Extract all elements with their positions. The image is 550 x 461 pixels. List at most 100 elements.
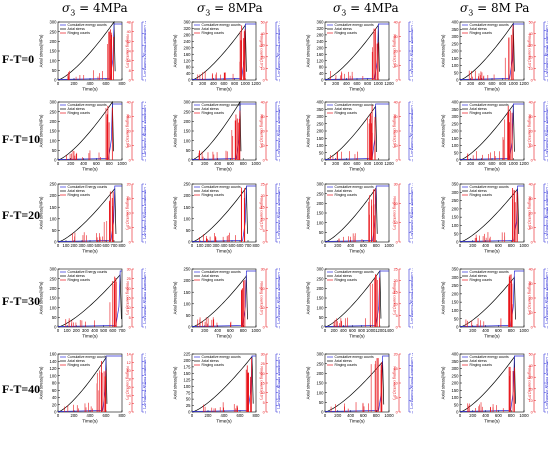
legend-stress-label: Axial stress — [470, 107, 488, 111]
energy-tick-label: 0 — [412, 79, 413, 83]
x-tick-label: 600 — [103, 81, 111, 86]
x-tick-label: 200 — [201, 328, 209, 333]
y-tick-label: 200 — [452, 129, 460, 134]
y-axis-label: Axial stress(MPa) — [306, 114, 311, 147]
legend-stress-label: Axial stress — [335, 189, 353, 193]
ringing-tick-label: 10 — [394, 221, 398, 225]
chart-panel-r1-c1: 0501001502002503000102030400100200300400… — [172, 98, 286, 184]
ringing-tick-label: 12 — [127, 361, 131, 365]
x-tick-label: 200 — [332, 81, 340, 86]
x-tick-label: 800 — [231, 81, 239, 86]
legend-energy-label: Cumulative energy counts — [68, 355, 108, 359]
y-tick-label: 50 — [52, 68, 57, 73]
ringing-tick-label: 15 — [394, 367, 398, 371]
y-tick-label: 400 — [317, 100, 325, 105]
y-tick-label: 250 — [452, 373, 460, 378]
ringing-tick-label: 40 — [127, 30, 131, 34]
ringing-tick-label: 10 — [529, 67, 533, 71]
y-tick-label: 0 — [321, 410, 324, 415]
y-tick-label: 160 — [50, 352, 58, 357]
y-tick-label: 150 — [452, 136, 460, 141]
chart-svg: 0501001502002500510152005010015020025030… — [39, 182, 152, 254]
x-tick-label: 1000 — [384, 243, 394, 248]
ringing-tick-label: 16 — [127, 59, 131, 63]
axial-stress-line — [57, 356, 108, 413]
legend-ringing-label: Ringing counts — [470, 193, 493, 197]
x-tick-label: 800 — [508, 243, 516, 248]
ringing-tick-label: 5 — [396, 314, 398, 318]
y-tick-label: 300 — [317, 182, 325, 187]
x-tick-label: 800 — [119, 413, 127, 418]
y-tick-label: 150 — [317, 211, 325, 216]
legend-ringing-label: Ringing counts — [335, 193, 358, 197]
ringing-tick-label: 20 — [529, 297, 533, 301]
y-tick-label: 100 — [452, 63, 460, 68]
row-label-ft20: F-T=20 — [2, 208, 41, 222]
energy-axis-label: Cumulative energy counts(10⁵) — [277, 357, 280, 410]
column-header-2: σ3 = 8MPa — [197, 1, 263, 18]
y-tick-label: 100 — [452, 223, 460, 228]
y-tick-label: 360 — [184, 20, 192, 25]
y-axis-label: Axial stress(MPa) — [39, 366, 44, 399]
legend-stress-label: Axial stress — [68, 107, 86, 111]
y-tick-label: 300 — [184, 100, 192, 105]
cumulative-energy-line — [57, 185, 122, 242]
y-tick-label: 75 — [186, 390, 191, 395]
x-tick-label: 600 — [489, 81, 497, 86]
y-axis-label: Axial stress(MPa) — [306, 34, 311, 67]
x-tick-label: 0 — [459, 413, 462, 418]
y-tick-label: 0 — [54, 410, 57, 415]
x-tick-label: 800 — [373, 243, 381, 248]
ringing-tick-label: 30 — [529, 282, 533, 286]
legend-ringing-label: Ringing counts — [335, 363, 358, 367]
chart-panel-r4-c3: 0501001502002503003504000102030405001002… — [440, 350, 550, 436]
x-tick-label: 600 — [93, 161, 101, 166]
ringing-tick-label: 30 — [394, 115, 398, 119]
y-axis-label: Axial stress(MPa) — [173, 366, 178, 399]
x-tick-label: 100 — [64, 328, 72, 333]
y-tick-label: 0 — [456, 78, 459, 83]
ringing-tick-label: 20 — [127, 183, 131, 187]
legend-ringing-label: Ringing counts — [202, 111, 225, 115]
ringing-axis-label: Ringing counts(10⁴) — [528, 196, 532, 230]
ringing-tick-label: 15 — [127, 197, 131, 201]
y-tick-label: 0 — [54, 325, 57, 330]
y-tick-label: 100 — [184, 301, 192, 306]
y-tick-label: 200 — [184, 193, 192, 198]
legend-stress-label: Axial stress — [335, 27, 353, 31]
ringing-tick-label: 25 — [261, 183, 265, 187]
y-tick-label: 200 — [50, 119, 58, 124]
cumulative-energy-line — [459, 23, 524, 80]
y-tick-label: 100 — [50, 216, 58, 221]
ringing-tick-label: 0 — [396, 241, 398, 245]
ringing-tick-label: 10 — [394, 302, 398, 306]
legend-ringing-label: Ringing counts — [335, 111, 358, 115]
x-axis-label: Time(s) — [216, 167, 232, 172]
y-tick-label: 300 — [317, 114, 325, 119]
y-tick-label: 100 — [184, 138, 192, 143]
cumulative-energy-line — [459, 185, 524, 242]
y-tick-label: 0 — [188, 325, 191, 330]
x-tick-label: 700 — [245, 243, 253, 248]
y-tick-label: 350 — [452, 182, 460, 187]
y-tick-label: 280 — [184, 32, 192, 37]
chart-panel-r3-c0: 0501001502002503000510152025300306090120… — [38, 265, 152, 351]
ringing-tick-label: 30 — [529, 376, 533, 380]
ringing-tick-label: 40 — [529, 268, 533, 272]
y-tick-label: 200 — [184, 45, 192, 50]
y-axis-label: Axial stress(MPa) — [306, 196, 311, 229]
x-tick-label: 400 — [87, 243, 95, 248]
y-axis-label: Axial stress(MPa) — [306, 366, 311, 399]
legend-energy-label: Cumulative energy counts — [470, 355, 510, 359]
ringing-axis-label: Ringing counts(10⁴) — [393, 114, 397, 148]
chart-panel-r1-c2: 0 50 100 150 200 250 300 350 400 0 10 20 30 40 0 200 400… — [305, 98, 421, 184]
y-axis-label: Axial stress(MPa) — [173, 281, 178, 314]
legend-ringing-label: Ringing counts — [68, 111, 91, 115]
x-tick-label: 800 — [358, 328, 366, 333]
y-tick-label: 300 — [452, 34, 460, 39]
y-tick-label: 100 — [50, 138, 58, 143]
y-tick-label: 250 — [317, 191, 325, 196]
legend-stress-label: Axial stress — [68, 359, 86, 363]
x-tick-label: 400 — [478, 161, 486, 166]
ringing-tick-label: 0 — [531, 79, 533, 83]
